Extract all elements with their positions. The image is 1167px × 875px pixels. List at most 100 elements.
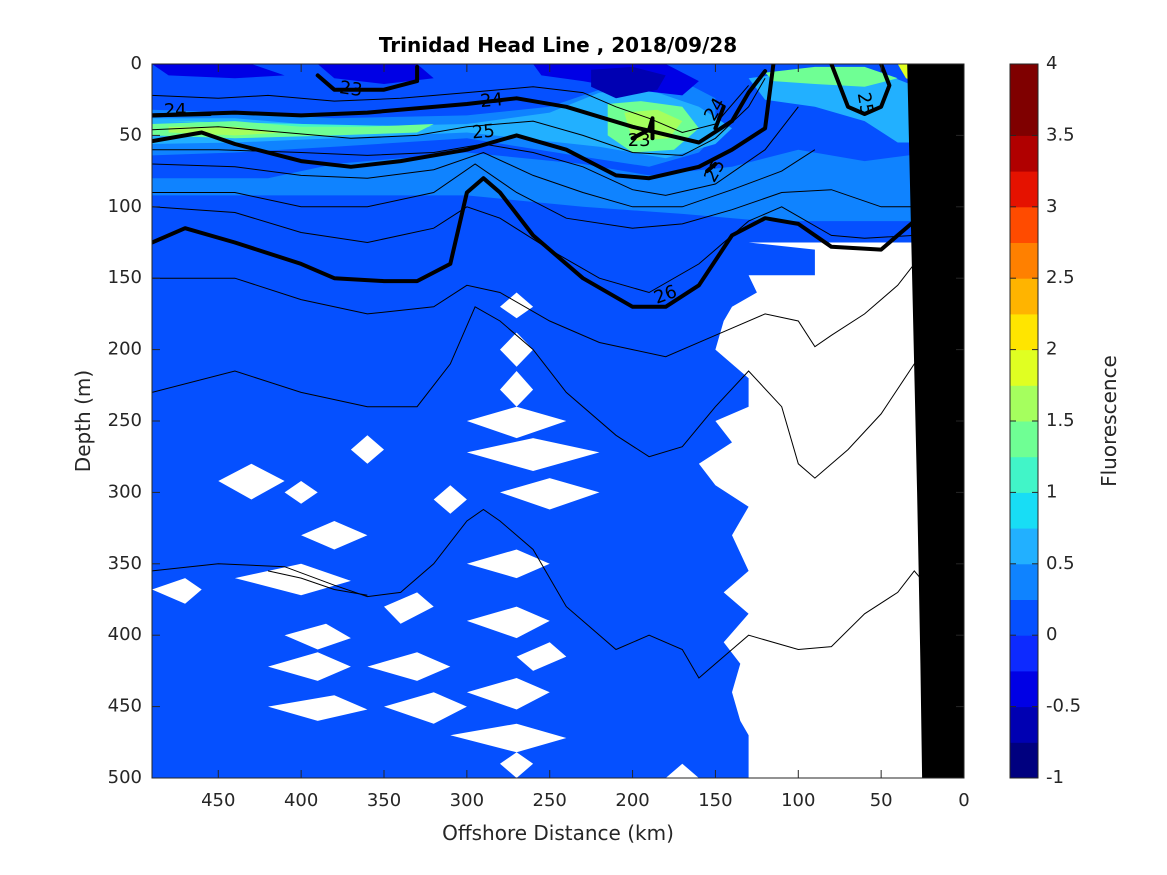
fluorescence-region: [152, 78, 716, 167]
contour-label: 23: [338, 77, 364, 101]
fluorescence-region: [748, 69, 931, 143]
colorbar-tick-label: 1: [1046, 481, 1057, 502]
y-tick-label: 150: [108, 267, 142, 288]
major-contour-line: [713, 104, 726, 131]
major-contour-line: [152, 112, 212, 118]
y-axis-ticks: 0 50 100 150 200 250 300 350 400 450 500: [108, 53, 964, 788]
minor-contour-line: [152, 163, 915, 229]
x-tick-label: 100: [781, 790, 815, 811]
no-data-patch: [500, 752, 534, 778]
no-data-patch: [284, 623, 351, 650]
no-data-patch: [450, 723, 567, 753]
no-data-patch: [500, 371, 534, 407]
no-data-patch: [433, 485, 467, 514]
colorbar-tick-label: 2: [1046, 339, 1057, 360]
minor-contour-line: [152, 78, 766, 156]
no-data-patch: [268, 652, 351, 681]
colorbar-segment: [1010, 313, 1038, 351]
colorbar-tick-label: 2.5: [1046, 267, 1075, 288]
colorbar: [1009, 63, 1039, 779]
y-tick-label: 250: [108, 410, 142, 431]
no-data-patch: [466, 678, 550, 710]
major-contour-line: [152, 64, 776, 181]
major-density-contours: [152, 64, 933, 309]
fluorescence-region: [152, 89, 732, 159]
chart-title: Trinidad Head Line , 2018/09/28: [379, 33, 737, 57]
major-contour-line: [152, 119, 933, 309]
no-data-patch: [466, 606, 550, 639]
no-data-patch: [384, 692, 467, 724]
colorbar-tick-label: -0.5: [1046, 696, 1081, 717]
colorbar-segment: [1010, 135, 1038, 172]
y-tick-label: 500: [108, 767, 142, 788]
y-tick-label: 300: [108, 481, 142, 502]
no-data-patch: [284, 481, 318, 504]
no-data-patch: [500, 332, 534, 367]
plot-area: [152, 64, 964, 778]
y-tick-label: 350: [108, 553, 142, 574]
seafloor-wedge: [907, 64, 964, 778]
contour-label: 25: [471, 121, 496, 144]
no-data-patch: [500, 292, 534, 319]
x-tick-label: 200: [615, 790, 649, 811]
colorbar-segment: [1010, 349, 1038, 386]
y-tick-label: 0: [131, 53, 142, 74]
x-tick-label: 50: [870, 790, 893, 811]
colorbar-segment: [1010, 742, 1038, 779]
colorbar-segment: [1010, 456, 1038, 493]
no-data-patch: [218, 463, 285, 500]
colorbar-segment: [1010, 99, 1038, 136]
colorbar-tick-label: 1.5: [1046, 410, 1075, 431]
no-data-patch: [367, 652, 451, 681]
x-tick-label: 400: [284, 790, 318, 811]
colorbar-segment: [1010, 242, 1038, 279]
colorbar-segment: [1010, 492, 1038, 529]
colorbar-segment: [1010, 599, 1038, 636]
contour-label: 25: [853, 91, 878, 117]
colorbar-ticks: 4 3.5 3 2.5 2 1.5 1 0.5 0 -0.5 -1: [1010, 53, 1081, 788]
colorbar-segment: [1010, 278, 1038, 315]
colorbar-segment: [1010, 171, 1038, 208]
no-data-patch: [152, 578, 202, 604]
y-tick-label: 50: [119, 124, 142, 145]
y-tick-label: 450: [108, 696, 142, 717]
colorbar-segment: [1010, 670, 1038, 708]
no-data-patch: [301, 521, 368, 550]
no-data-patch: [665, 763, 699, 778]
minor-contour-line: [152, 85, 749, 134]
colorbar-segment: [1010, 706, 1038, 743]
no-data-patch: [384, 592, 434, 624]
x-axis-ticks: 450 400 350 300 250 200 150 100 50 0: [201, 64, 970, 811]
x-tick-label: 0: [958, 790, 969, 811]
colorbar-segment: [1010, 64, 1038, 101]
x-tick-label: 250: [533, 790, 567, 811]
no-data-patch: [350, 435, 384, 464]
minor-contour-line: [152, 106, 799, 196]
x-tick-label: 450: [201, 790, 235, 811]
colorbar-segment: [1010, 563, 1038, 600]
bathymetry-layer: [907, 64, 964, 778]
colorbar-tick-label: 4: [1046, 53, 1057, 74]
minor-density-contours: [152, 78, 928, 679]
colorbar-segment: [1010, 421, 1038, 458]
no-data-patch: [466, 406, 567, 439]
major-contour-line: [829, 64, 892, 116]
contour-label: 24: [164, 100, 187, 121]
x-axis-label: Offshore Distance (km): [442, 821, 674, 845]
colorbar-segment: [1010, 385, 1038, 422]
colorbar-tick-label: 0: [1046, 624, 1057, 645]
minor-contour-line: [152, 206, 915, 294]
colorbar-segment: [1010, 528, 1038, 565]
fluorescence-region: [591, 66, 666, 99]
no-data-patch: [516, 642, 567, 671]
no-data-patch: [500, 478, 600, 510]
contour-label: 23: [628, 130, 651, 151]
colorbar-tick-label: -1: [1046, 767, 1064, 788]
minor-contour-line: [152, 149, 816, 208]
contour-label: 24: [479, 89, 504, 112]
colorbar-tick-label: 3: [1046, 196, 1057, 217]
no-data-patch: [466, 438, 600, 471]
minor-contour-line: [152, 263, 915, 358]
colorbar-label: Fluorescence: [1097, 355, 1121, 487]
